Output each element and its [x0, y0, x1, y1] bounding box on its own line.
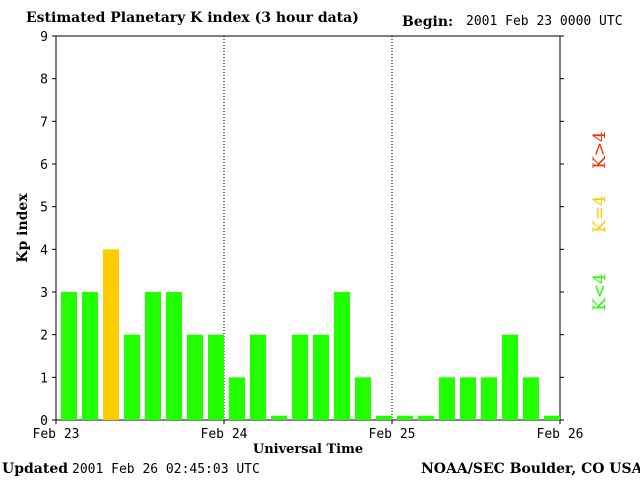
y-tick-label: 7 [40, 115, 48, 130]
y-tick-label: 0 [40, 414, 48, 429]
kp-bar [166, 292, 182, 420]
updated-label: Updated [2, 461, 69, 477]
y-tick-label: 3 [40, 286, 48, 301]
kp-bar [61, 292, 77, 420]
kp-bar [481, 377, 497, 420]
y-tick-label: 5 [40, 201, 48, 216]
y-tick-label: 4 [40, 243, 48, 258]
y-tick-label: 9 [40, 30, 48, 45]
y-tick-label: 6 [40, 158, 48, 173]
kp-bar [250, 334, 266, 420]
x-tick-label: Feb 26 [537, 427, 584, 442]
kp-bar [460, 377, 476, 420]
legend-k-lt-4: K<4 [590, 273, 610, 311]
credit-text: NOAA/SEC Boulder, CO USA [421, 461, 640, 477]
kp-bar [208, 334, 224, 420]
x-axis-label: Universal Time [253, 442, 363, 457]
kp-bar [439, 377, 455, 420]
begin-value: 2001 Feb 23 0000 UTC [466, 14, 623, 29]
kp-bar [271, 415, 287, 420]
x-tick-label: Feb 25 [369, 427, 416, 442]
kp-bar [544, 415, 560, 420]
chart-title: Estimated Planetary K index (3 hour data… [26, 10, 359, 26]
kp-bar [523, 377, 539, 420]
kp-bar [397, 415, 413, 420]
kp-bar [124, 334, 140, 420]
x-tick-label: Feb 24 [201, 427, 248, 442]
kp-bar [103, 249, 119, 420]
kp-bar [292, 334, 308, 420]
kp-bar [229, 377, 245, 420]
y-tick-label: 2 [40, 329, 48, 344]
begin-label: Begin: [402, 14, 454, 30]
legend-k-gt-4: K>4 [590, 131, 610, 169]
kp-bar [82, 292, 98, 420]
kp-bar [334, 292, 350, 420]
kp-bar [187, 334, 203, 420]
x-tick-label: Feb 23 [33, 427, 80, 442]
kp-bar [145, 292, 161, 420]
updated-value: 2001 Feb 26 02:45:03 UTC [72, 462, 260, 477]
y-tick-label: 1 [40, 371, 48, 386]
kp-bar [376, 415, 392, 420]
kp-bar [502, 334, 518, 420]
y-tick-label: 8 [40, 73, 48, 88]
legend-k-eq-4: K=4 [590, 195, 610, 233]
kp-bar [313, 334, 329, 420]
kp-bar [418, 415, 434, 420]
y-axis-label: Kp index [15, 193, 31, 263]
kp-bar [355, 377, 371, 420]
